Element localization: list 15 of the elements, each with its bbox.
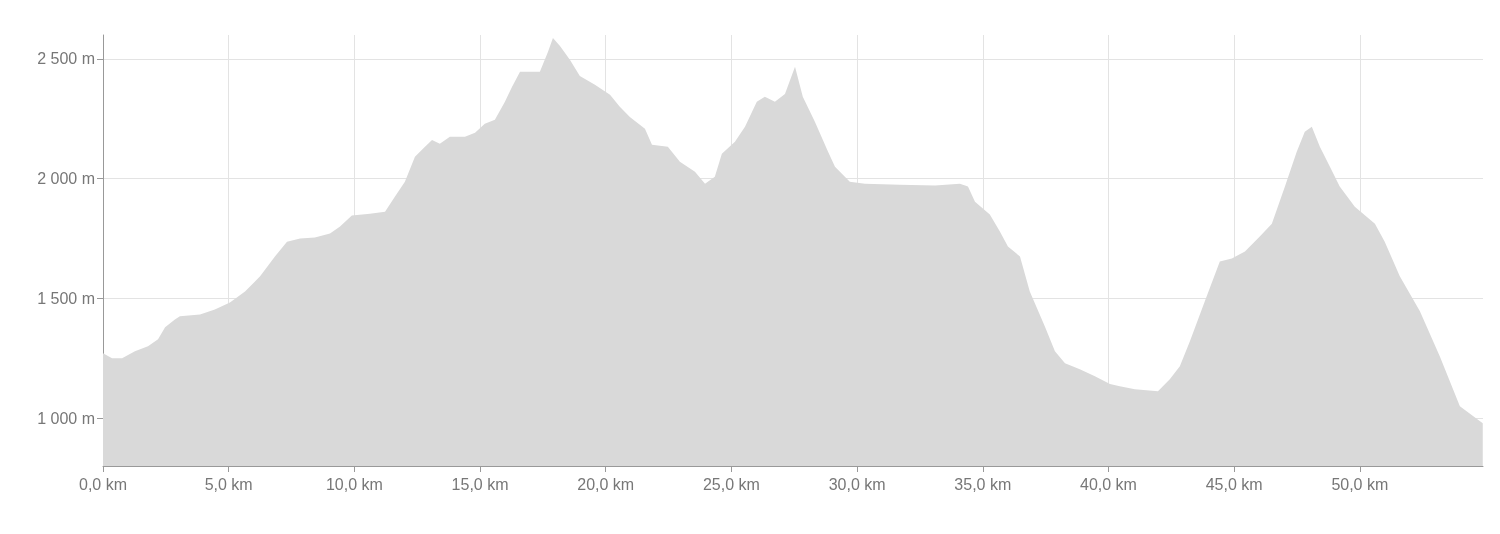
x-tick-label: 0,0 km	[78, 475, 128, 493]
x-tick-label: 15,0 km	[451, 475, 509, 493]
x-tick-label: 40,0 km	[1080, 475, 1137, 493]
x-tick-label: 20,0 km	[577, 475, 635, 493]
y-tick-label: 2 000 m	[37, 170, 95, 188]
x-tick-label: 50,0 km	[1331, 475, 1389, 493]
x-tick-label: 35,0 km	[954, 475, 1012, 493]
x-tick-label: 25,0 km	[702, 475, 760, 493]
x-tick-label: 45,0 km	[1205, 475, 1263, 493]
y-tick-label: 1 500 m	[37, 289, 95, 307]
x-tick-label: 30,0 km	[828, 475, 886, 493]
y-tick-label: 2 500 m	[37, 50, 95, 68]
x-tick-label: 5,0 km	[204, 475, 253, 493]
x-tick-label: 10,0 km	[325, 475, 383, 493]
y-tick-label: 1 000 m	[37, 409, 95, 427]
